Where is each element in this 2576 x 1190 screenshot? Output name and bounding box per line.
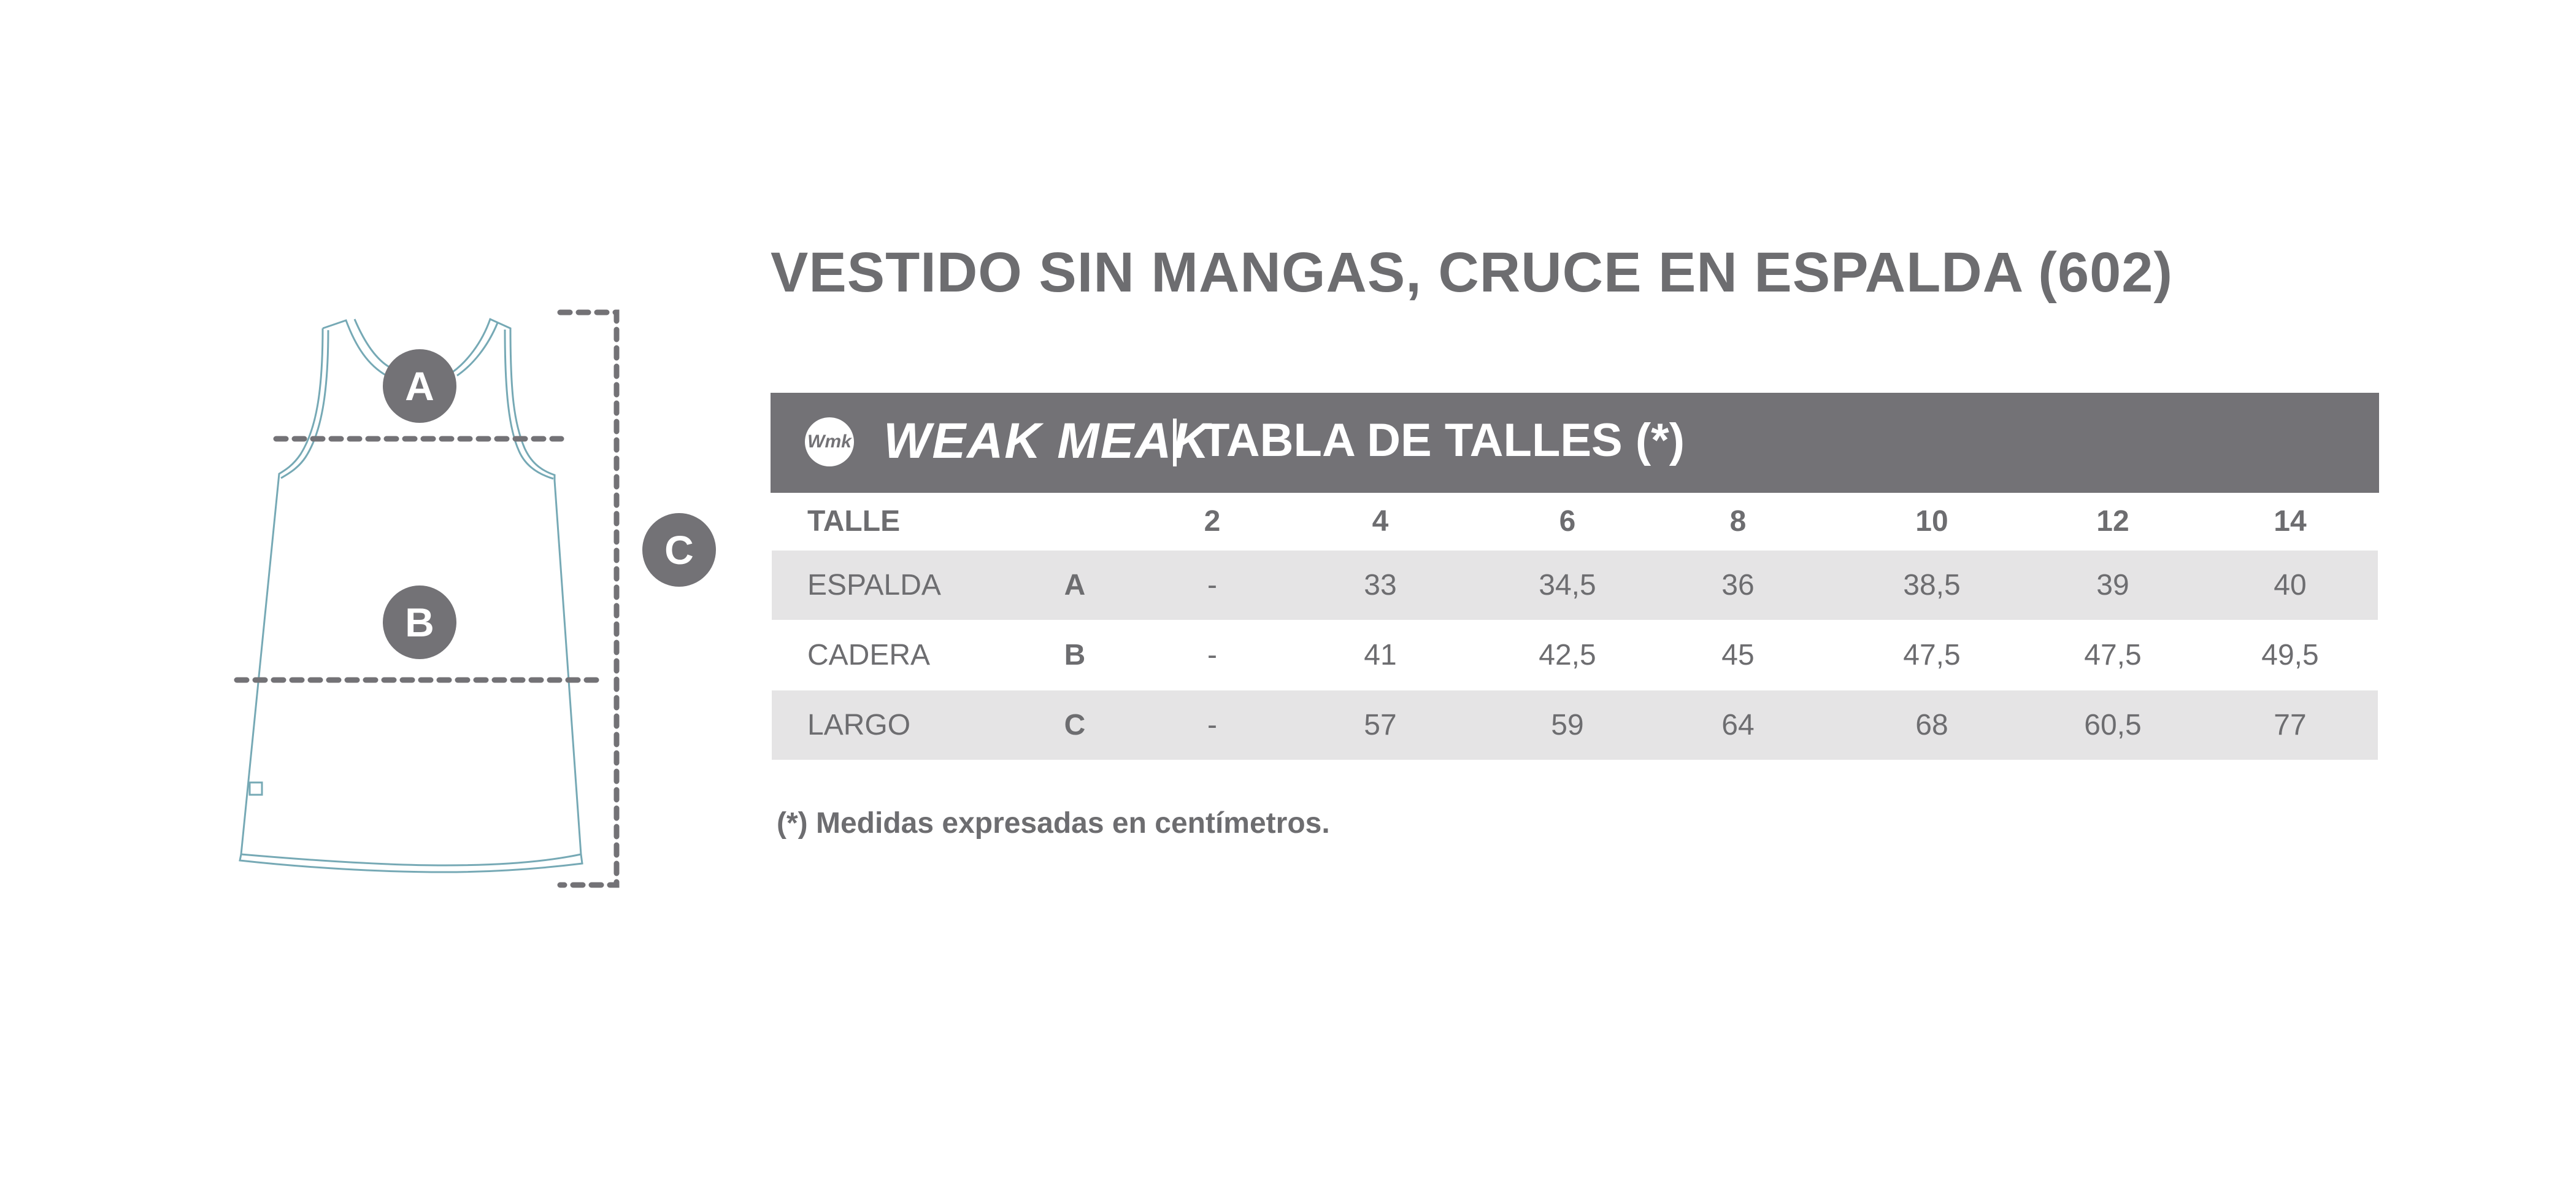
svg-text:B: B xyxy=(405,600,434,645)
measure-value: 77 xyxy=(2274,709,2307,741)
marker-a: A xyxy=(383,349,456,423)
size-header: 6 xyxy=(1559,505,1576,538)
measure-value: 33 xyxy=(1364,569,1397,601)
marker-c: C xyxy=(642,513,716,587)
table-row: ESPALDA A - 33 34,5 36 38,5 39 40 xyxy=(772,551,2378,620)
table-row: LARGO C - 57 59 64 68 60,5 77 xyxy=(772,690,2378,760)
size-header: 10 xyxy=(1915,505,1948,538)
size-header: 2 xyxy=(1204,505,1221,538)
dress-diagram: A B C xyxy=(234,309,716,888)
measure-value: - xyxy=(1207,639,1217,671)
table-row: CADERA B - 41 42,5 45 47,5 47,5 49,5 xyxy=(772,620,2378,690)
measure-letter: B xyxy=(1064,639,1086,671)
measure-letter: C xyxy=(1064,709,1086,741)
measure-name: LARGO xyxy=(807,709,911,741)
table-title: TABLA DE TALLES (*) xyxy=(1201,414,1685,466)
measure-value: 39 xyxy=(2096,569,2129,601)
measure-value: 45 xyxy=(1721,639,1755,671)
footnote: (*) Medidas expresadas en centímetros. xyxy=(777,807,1330,840)
marker-b: B xyxy=(383,585,456,659)
dress-outline xyxy=(239,317,583,873)
header-divider xyxy=(1173,419,1177,466)
measure-value: 64 xyxy=(1721,709,1755,741)
measure-value: 41 xyxy=(1364,639,1397,671)
measure-name: ESPALDA xyxy=(807,569,941,601)
table-header-bar xyxy=(771,393,2379,493)
size-header: 4 xyxy=(1372,505,1389,538)
measure-letter: A xyxy=(1064,569,1086,601)
brand-name: WEAK MEAK xyxy=(883,413,1210,469)
measure-value: 68 xyxy=(1915,709,1948,741)
measure-bracket-c xyxy=(557,309,620,888)
svg-text:A: A xyxy=(405,363,434,409)
size-header: 14 xyxy=(2274,505,2307,538)
measure-value: 60,5 xyxy=(2084,709,2142,741)
measure-value: 47,5 xyxy=(2084,639,2142,671)
svg-text:C: C xyxy=(664,527,694,573)
measure-value: 36 xyxy=(1721,569,1755,601)
page-title: VESTIDO SIN MANGAS, CRUCE EN ESPALDA (60… xyxy=(771,241,2174,304)
header-label: TALLE xyxy=(807,505,901,538)
measure-value: 38,5 xyxy=(1903,569,1961,601)
measure-value: 34,5 xyxy=(1539,569,1596,601)
measure-name: CADERA xyxy=(807,639,931,671)
measure-value: 47,5 xyxy=(1903,639,1961,671)
measure-value: - xyxy=(1207,569,1217,601)
measure-value: 40 xyxy=(2274,569,2307,601)
measure-value: 42,5 xyxy=(1539,639,1596,671)
size-header: 8 xyxy=(1729,505,1747,538)
size-header: 12 xyxy=(2096,505,2129,538)
measure-value: - xyxy=(1207,709,1217,741)
measure-value: 59 xyxy=(1551,709,1584,741)
measure-value: 57 xyxy=(1364,709,1397,741)
label-tag xyxy=(248,781,263,796)
measure-value: 49,5 xyxy=(2261,639,2319,671)
table-header-row: TALLE 2 4 6 8 10 12 14 xyxy=(772,487,2378,556)
brand-logo: Wmk xyxy=(805,417,854,466)
